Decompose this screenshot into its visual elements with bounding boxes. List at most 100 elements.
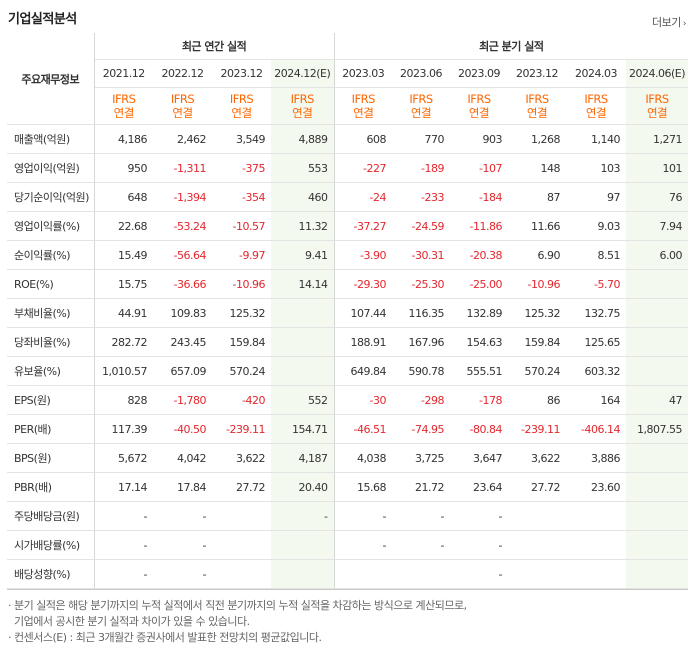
table-cell: 6.90 bbox=[508, 240, 567, 270]
table-cell: 8.51 bbox=[566, 240, 627, 270]
row-label: 유보율(%) bbox=[7, 356, 95, 386]
table-cell: -189 bbox=[392, 153, 451, 183]
table-cell: 109.83 bbox=[153, 298, 212, 328]
table-cell: 11.32 bbox=[271, 211, 335, 241]
table-cell: 570.24 bbox=[212, 356, 271, 386]
table-cell: 15.49 bbox=[94, 240, 153, 270]
more-link[interactable]: 더보기 › bbox=[652, 14, 687, 30]
table-cell: 14.14 bbox=[271, 269, 335, 299]
table-cell: 47 bbox=[626, 385, 689, 415]
table-cell: - bbox=[153, 530, 212, 560]
table-cell: -1,311 bbox=[153, 153, 212, 183]
table-cell: 148 bbox=[508, 153, 567, 183]
ifrs-header: IFRS 연결 bbox=[94, 87, 153, 125]
table-row: 배당성향(%) - - - bbox=[7, 559, 689, 589]
ifrs-header: IFRS 연결 bbox=[271, 87, 335, 125]
table-cell: -30 bbox=[334, 385, 393, 415]
table-cell: 86 bbox=[508, 385, 567, 415]
table-cell: 3,622 bbox=[508, 443, 567, 473]
table-cell: -40.50 bbox=[153, 414, 212, 444]
ifrs-header: IFRS 연결 bbox=[334, 87, 393, 125]
table-row: 매출액(억원) 4,186 2,462 3,549 4,889 608 770 903 1,26… bbox=[7, 124, 689, 154]
table-cell: -5.70 bbox=[566, 269, 627, 299]
table-cell bbox=[271, 530, 335, 560]
note-1: · 분기 실적은 해당 분기까지의 누적 실적에서 직전 분기까지의 누적 실적… bbox=[8, 599, 467, 612]
table-cell: 27.72 bbox=[508, 472, 567, 502]
table-cell: 125.32 bbox=[508, 298, 567, 328]
table-cell: 603.32 bbox=[566, 356, 627, 386]
table-cell: 188.91 bbox=[334, 327, 393, 357]
table-cell: 608 bbox=[334, 124, 393, 154]
period-header: 2024.06(E) bbox=[626, 59, 689, 88]
table-cell bbox=[566, 501, 627, 531]
period-header: 2024.12(E) bbox=[271, 59, 335, 88]
ifrs-label: IFRS bbox=[525, 92, 549, 106]
table-cell: 3,725 bbox=[392, 443, 451, 473]
table-cell: 1,268 bbox=[508, 124, 567, 154]
table-cell: 5,672 bbox=[94, 443, 153, 473]
table-cell: 1,010.57 bbox=[94, 356, 153, 386]
table-cell: 1,271 bbox=[626, 124, 689, 154]
table-cell: 828 bbox=[94, 385, 153, 415]
table-cell: 657.09 bbox=[153, 356, 212, 386]
head-label: 주요재무정보 bbox=[7, 33, 95, 125]
ifrs-header: IFRS 연결 bbox=[566, 87, 627, 125]
ifrs-label: IFRS bbox=[645, 92, 669, 106]
table-cell: 107.44 bbox=[334, 298, 393, 328]
table-cell: -29.30 bbox=[334, 269, 393, 299]
table-cell bbox=[626, 559, 689, 589]
table-cell: 3,549 bbox=[212, 124, 271, 154]
table-row: 당좌비율(%) 282.72 243.45 159.84 188.91 167.96 154… bbox=[7, 327, 689, 357]
table-cell: 4,186 bbox=[94, 124, 153, 154]
ifrs-label: IFRS bbox=[229, 92, 254, 106]
ifrs-label: IFRS bbox=[351, 92, 376, 106]
ifrs-header: IFRS 연결 bbox=[212, 87, 271, 125]
table-cell bbox=[212, 501, 271, 531]
table-cell: 552 bbox=[271, 385, 335, 415]
table-cell: -298 bbox=[392, 385, 451, 415]
table-cell: 950 bbox=[94, 153, 153, 183]
table-cell: 27.72 bbox=[212, 472, 271, 502]
consolidated-label: 연결 bbox=[410, 106, 432, 120]
table-cell bbox=[271, 298, 335, 328]
table-cell: 117.39 bbox=[94, 414, 153, 444]
table-cell: 903 bbox=[450, 124, 509, 154]
table-cell: 125.65 bbox=[566, 327, 627, 357]
row-label: PBR(배) bbox=[7, 472, 95, 502]
table-cell: 167.96 bbox=[392, 327, 451, 357]
ifrs-header: IFRS 연결 bbox=[392, 87, 451, 125]
table-cell: 154.63 bbox=[450, 327, 509, 357]
row-label: 매출액(억원) bbox=[7, 124, 95, 154]
table-cell: -10.57 bbox=[212, 211, 271, 241]
consolidated-label: 연결 bbox=[113, 106, 135, 120]
table-cell: 76 bbox=[626, 182, 689, 212]
period-header: 2022.12 bbox=[153, 59, 212, 88]
table-cell: 2,462 bbox=[153, 124, 212, 154]
table-cell: -420 bbox=[212, 385, 271, 415]
table-cell: 6.00 bbox=[626, 240, 689, 270]
table-cell: 132.75 bbox=[566, 298, 627, 328]
table-cell: -9.97 bbox=[212, 240, 271, 270]
table-cell: 4,187 bbox=[271, 443, 335, 473]
table-cell: 4,889 bbox=[271, 124, 335, 154]
ifrs-label: IFRS bbox=[290, 92, 315, 106]
table-cell bbox=[508, 559, 567, 589]
table-cell: 15.75 bbox=[94, 269, 153, 299]
section-title: 기업실적분석 bbox=[8, 12, 77, 27]
table-cell bbox=[626, 356, 689, 386]
table-cell: 154.71 bbox=[271, 414, 335, 444]
table-cell: -354 bbox=[212, 182, 271, 212]
table-cell: - bbox=[94, 501, 153, 531]
table-cell bbox=[626, 327, 689, 357]
footnotes: · 분기 실적은 해당 분기까지의 누적 실적에서 직전 분기까지의 누적 실적… bbox=[8, 598, 467, 646]
row-label: 주당배당금(원) bbox=[7, 501, 95, 531]
table-cell bbox=[508, 530, 567, 560]
table-cell bbox=[566, 530, 627, 560]
table-cell: 553 bbox=[271, 153, 335, 183]
table-cell: -46.51 bbox=[334, 414, 393, 444]
table-cell: 101 bbox=[626, 153, 689, 183]
table-cell: - bbox=[334, 501, 393, 531]
table-cell bbox=[626, 501, 689, 531]
consolidated-label: 연결 bbox=[353, 106, 374, 120]
consolidated-label: 연결 bbox=[585, 106, 607, 120]
